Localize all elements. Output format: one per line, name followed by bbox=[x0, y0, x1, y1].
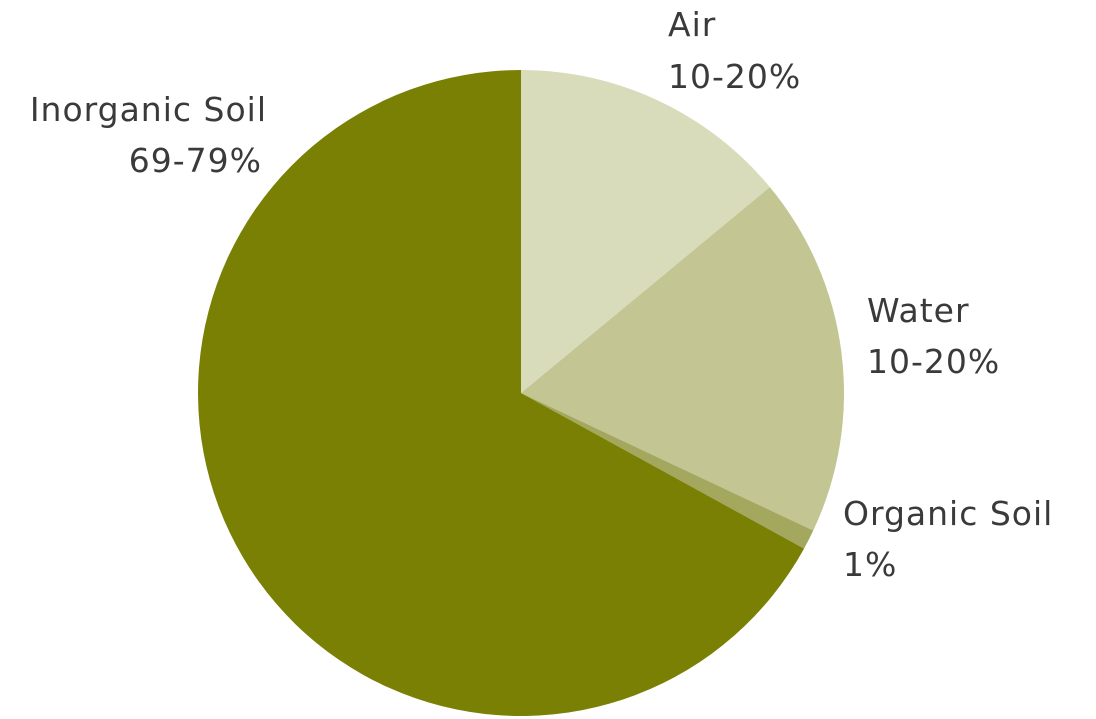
slice-label-water-value: 10-20% bbox=[867, 342, 1000, 381]
slice-label-organic-soil-value: 1% bbox=[843, 545, 897, 584]
slice-label-inorganic-soil-value: 69-79% bbox=[129, 141, 262, 180]
slice-label-water-name: Water bbox=[867, 291, 970, 330]
pie-slice-water bbox=[521, 187, 845, 531]
slice-label-inorganic-soil-name: Inorganic Soil bbox=[30, 90, 267, 129]
pie-slice-air bbox=[521, 70, 770, 393]
slice-label-organic-soil-name: Organic Soil bbox=[843, 494, 1053, 533]
slice-label-air-name: Air bbox=[668, 5, 716, 44]
pie-labels: Air 10-20% Water 10-20% Organic Soil 1% … bbox=[30, 5, 1053, 584]
pie-slice-organic-soil bbox=[521, 393, 814, 549]
pie-slice-inorganic-soil bbox=[198, 70, 805, 716]
slice-label-air-value: 10-20% bbox=[668, 57, 801, 96]
pie-slices bbox=[198, 70, 845, 716]
